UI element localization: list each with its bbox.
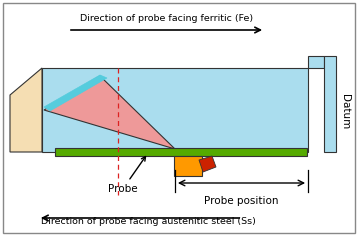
Polygon shape (44, 76, 175, 149)
Polygon shape (199, 156, 216, 172)
Text: Direction of probe facing ferritic (Fe): Direction of probe facing ferritic (Fe) (80, 14, 253, 23)
Polygon shape (10, 68, 42, 152)
Bar (42, 68, 308, 152)
Text: Probe: Probe (108, 157, 145, 194)
Text: Datum: Datum (340, 94, 350, 130)
Text: Probe position: Probe position (204, 196, 279, 206)
Text: Direction of probe facing austenitic steel (Ss): Direction of probe facing austenitic ste… (41, 217, 256, 226)
Bar (55, 148, 307, 156)
Bar (174, 156, 202, 176)
Bar (308, 56, 324, 68)
Polygon shape (44, 75, 107, 111)
Bar (324, 56, 336, 152)
